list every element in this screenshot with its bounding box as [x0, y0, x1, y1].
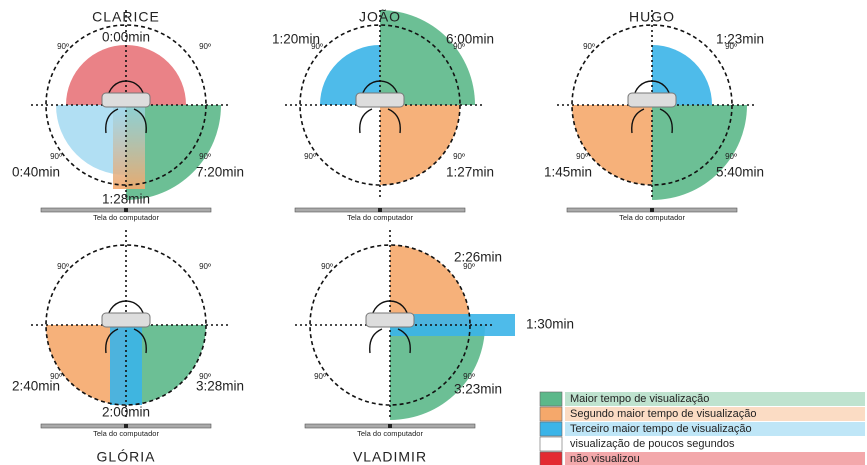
time-label: 0:00min — [102, 30, 150, 45]
screen-center — [650, 208, 654, 212]
legend-swatch — [540, 437, 562, 451]
time-label: 5:40min — [716, 165, 764, 180]
screen-center — [378, 208, 382, 212]
degree-label: 90º — [576, 152, 588, 161]
degree-label: 90º — [199, 262, 211, 271]
monitor — [102, 313, 150, 327]
screen-label: Tela do computador — [347, 213, 413, 222]
time-label: 3:23min — [454, 382, 502, 397]
time-label: 1:27min — [446, 165, 494, 180]
degree-label: 90º — [199, 372, 211, 381]
degree-label: 90º — [314, 372, 326, 381]
legend-swatch — [540, 452, 562, 465]
legend-swatch — [540, 422, 562, 436]
legend-label: Terceiro maior tempo de visualização — [570, 423, 752, 435]
degree-label: 90º — [453, 152, 465, 161]
screen-center — [124, 208, 128, 212]
time-label: 1:28min — [102, 192, 150, 207]
degree-label: 90º — [463, 262, 475, 271]
person-name: JOÃO — [359, 9, 401, 25]
bar-area — [113, 105, 145, 189]
person-name: GLÓRIA — [97, 449, 156, 465]
screen-center — [388, 424, 392, 428]
monitor — [356, 93, 404, 107]
degree-label: 90º — [199, 152, 211, 161]
legend-label: não visualizou — [570, 453, 640, 465]
degree-label: 90º — [50, 372, 62, 381]
legend-label: visualização de poucos segundos — [570, 438, 735, 450]
time-label: 0:40min — [12, 165, 60, 180]
person-name: HUGO — [629, 9, 675, 25]
legend-swatch — [540, 392, 562, 406]
panel: HUGO 1:23min 1:45min 5:40min 90º 90º 90º 90º Tel… — [544, 9, 764, 222]
degree-label: 90º — [57, 42, 69, 51]
legend-label: Maior tempo de visualização — [570, 393, 709, 405]
degree-label: 90º — [453, 42, 465, 51]
screen-label: Tela do computador — [619, 213, 685, 222]
time-label: 2:26min — [454, 250, 502, 265]
degree-label: 90º — [725, 152, 737, 161]
screen-center — [124, 424, 128, 428]
degree-label: 90º — [311, 42, 323, 51]
screen-label: Tela do computador — [93, 429, 159, 438]
degree-label: 90º — [463, 372, 475, 381]
screen-label: Tela do computador — [93, 213, 159, 222]
monitor — [628, 93, 676, 107]
time-label: 2:00min — [102, 405, 150, 420]
screen-label: Tela do computador — [357, 429, 423, 438]
time-label: 1:23min — [716, 32, 764, 47]
degree-label: 90º — [321, 262, 333, 271]
time-label: 1:30min — [526, 317, 574, 332]
degree-label: 90º — [583, 42, 595, 51]
person-name: VLADIMIR — [353, 449, 427, 465]
degree-label: 90º — [725, 42, 737, 51]
degree-label: 90º — [304, 152, 316, 161]
monitor — [102, 93, 150, 107]
degree-label: 90º — [50, 152, 62, 161]
time-label: 1:45min — [544, 165, 592, 180]
legend-label: Segundo maior tempo de visualização — [570, 408, 757, 420]
diagram: CLARICE 0:00min 0:40min 7:20min 1:28min 90º 90… — [0, 0, 867, 465]
person-name: CLARICE — [92, 9, 160, 25]
legend-swatch — [540, 407, 562, 421]
time-label: 7:20min — [196, 165, 244, 180]
monitor — [366, 313, 414, 327]
degree-label: 90º — [57, 262, 69, 271]
panel: CLARICE 0:00min 0:40min 7:20min 1:28min 90º 90… — [12, 9, 244, 222]
degree-label: 90º — [199, 42, 211, 51]
